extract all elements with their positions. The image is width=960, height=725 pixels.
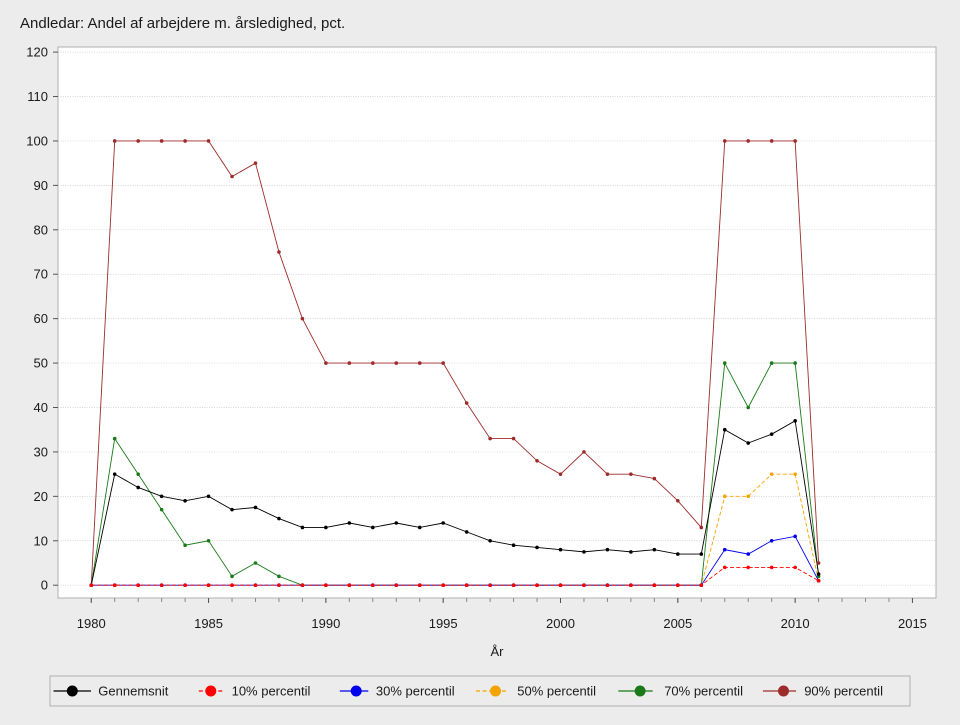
svg-text:2010: 2010: [781, 616, 810, 631]
svg-text:År: År: [491, 644, 505, 659]
svg-text:70: 70: [34, 267, 48, 282]
svg-text:10% percentil: 10% percentil: [232, 684, 311, 699]
svg-text:30% percentil: 30% percentil: [376, 684, 455, 699]
svg-text:1990: 1990: [311, 616, 340, 631]
svg-text:40: 40: [34, 400, 48, 415]
svg-text:1985: 1985: [194, 616, 223, 631]
svg-text:Gennemsnit: Gennemsnit: [98, 684, 168, 699]
svg-text:50% percentil: 50% percentil: [517, 684, 596, 699]
svg-text:2015: 2015: [898, 616, 927, 631]
svg-text:0: 0: [41, 578, 48, 593]
svg-text:1980: 1980: [77, 616, 106, 631]
svg-text:50: 50: [34, 356, 48, 371]
svg-text:70% percentil: 70% percentil: [664, 684, 743, 699]
svg-text:10: 10: [34, 533, 48, 548]
svg-text:120: 120: [26, 45, 48, 60]
svg-text:30: 30: [34, 444, 48, 459]
svg-text:90% percentil: 90% percentil: [804, 684, 883, 699]
svg-text:Andledar: Andel af arbejdere m: Andledar: Andel af arbejdere m. årsledig…: [20, 15, 345, 32]
svg-text:60: 60: [34, 311, 48, 326]
svg-text:110: 110: [27, 89, 48, 104]
svg-text:90: 90: [34, 178, 48, 193]
svg-text:80: 80: [34, 222, 48, 237]
svg-text:1995: 1995: [429, 616, 458, 631]
svg-text:100: 100: [26, 133, 48, 148]
svg-text:2005: 2005: [663, 616, 692, 631]
svg-text:2000: 2000: [546, 616, 575, 631]
svg-text:20: 20: [34, 489, 48, 504]
